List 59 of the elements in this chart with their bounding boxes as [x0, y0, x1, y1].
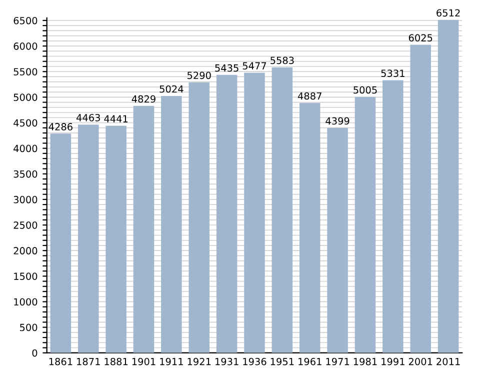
bar: [244, 72, 265, 353]
data-label: 4829: [132, 95, 156, 103]
x-tick-label: 1991: [382, 358, 404, 366]
bar: [354, 96, 376, 353]
bar: [50, 134, 72, 353]
y-tick-label: 1000: [14, 298, 38, 306]
y-tick-label: 4500: [14, 119, 38, 127]
y-tick-label: 3500: [14, 170, 38, 178]
bar: [78, 124, 99, 353]
x-tick-label: 1871: [77, 358, 100, 366]
bar: [161, 96, 182, 353]
data-label: 5024: [160, 85, 184, 93]
data-label: 5005: [354, 86, 377, 94]
y-tick-label: 6500: [14, 16, 38, 24]
x-tick-label: 1961: [298, 358, 322, 366]
y-tick-label: 2000: [14, 247, 38, 254]
x-tick-label: 1971: [326, 358, 350, 366]
data-label: 4399: [326, 117, 350, 125]
data-label: 4286: [48, 123, 72, 130]
bar: [410, 44, 431, 353]
x-tick-label: 1861: [49, 358, 72, 366]
bar: [327, 128, 348, 353]
x-tick-label: 2011: [436, 358, 460, 366]
bar: [272, 67, 293, 353]
data-label: 4463: [76, 114, 100, 122]
y-tick-label: 500: [20, 324, 38, 332]
y-tick-label: 0: [32, 349, 38, 357]
y-tick-label: 3000: [14, 196, 38, 204]
y-tick-label: 5500: [14, 68, 38, 76]
data-label: 5583: [270, 56, 294, 64]
bar: [382, 80, 404, 353]
x-tick-label: 1931: [216, 358, 238, 366]
data-label: 6512: [436, 9, 460, 17]
x-tick-label: 1901: [132, 358, 156, 366]
y-tick-label: 1500: [14, 272, 38, 280]
bar: [438, 20, 459, 353]
bar: [106, 126, 126, 353]
x-tick-label: 1881: [104, 358, 128, 366]
y-tick-label: 4000: [14, 144, 38, 152]
data-label: 5290: [188, 72, 211, 80]
y-tick-label: 2500: [14, 221, 38, 229]
y-tick-label: 6000: [14, 42, 38, 50]
data-label: 5477: [242, 62, 266, 70]
bar: [188, 82, 210, 353]
data-label: 4441: [104, 115, 128, 122]
data-label: 6025: [408, 34, 432, 42]
bar: [216, 74, 238, 353]
data-label: 4887: [298, 92, 322, 100]
x-tick-label: 1921: [188, 358, 211, 366]
x-tick-label: 2001: [408, 358, 432, 366]
y-tick-label: 5000: [14, 94, 38, 101]
x-tick-label: 1951: [270, 358, 294, 366]
bar: [133, 106, 154, 353]
data-label: 5331: [381, 70, 404, 77]
x-tick-label: 1981: [354, 358, 377, 366]
x-tick-label: 1936: [243, 358, 266, 366]
bar: [299, 102, 320, 353]
data-label: 5435: [215, 64, 238, 72]
x-tick-label: 1911: [160, 358, 183, 366]
